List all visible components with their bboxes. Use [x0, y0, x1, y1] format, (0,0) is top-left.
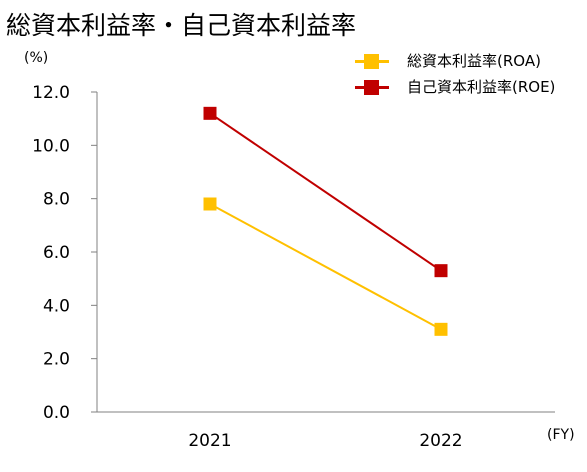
y-tick-label: 4.0	[43, 296, 70, 316]
data-point-roa	[203, 197, 217, 211]
legend-label-roe: 自己資本利益率(ROE)	[407, 78, 556, 96]
legend: 総資本利益率(ROA) 自己資本利益率(ROE)	[355, 50, 585, 102]
y-axis-unit: (%)	[24, 50, 49, 66]
x-tick-label: 2021	[188, 431, 231, 451]
legend-item-roa: 総資本利益率(ROA)	[355, 50, 585, 76]
legend-item-roe: 自己資本利益率(ROE)	[355, 76, 585, 102]
y-tick-label: 0.0	[43, 403, 70, 423]
y-tick-label: 6.0	[43, 243, 70, 263]
data-point-roa	[434, 322, 448, 336]
series-line-roe	[209, 112, 442, 272]
y-tick-label: 2.0	[43, 350, 70, 370]
data-point-roe	[434, 264, 448, 278]
y-tick-label: 12.0	[32, 83, 70, 103]
series-line-roa	[209, 203, 442, 331]
y-tick-label: 10.0	[32, 136, 70, 156]
x-axis-unit: (FY)	[547, 427, 575, 443]
x-tick-label: 2022	[419, 431, 462, 451]
chart-title: 総資本利益率・自己資本利益率	[6, 11, 357, 40]
legend-marker-roa	[364, 54, 379, 69]
y-tick-label: 8.0	[43, 190, 70, 210]
data-point-roe	[203, 106, 217, 120]
legend-label-roa: 総資本利益率(ROA)	[407, 52, 541, 70]
legend-marker-roe	[364, 80, 379, 95]
